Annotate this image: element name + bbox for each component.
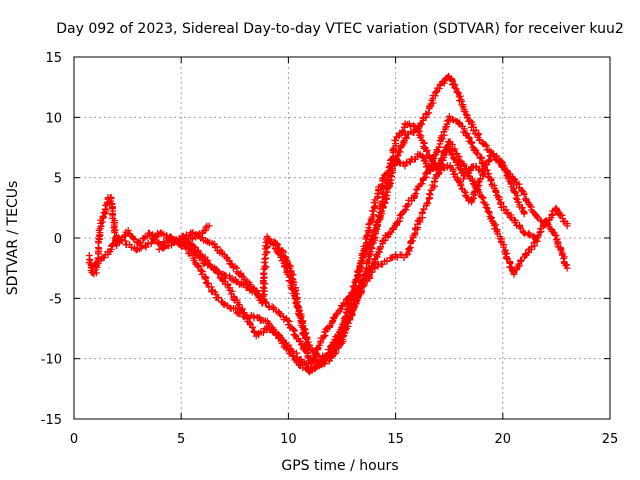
- axis-ticks: [73, 56, 611, 420]
- y-tick-label: -5: [49, 292, 62, 307]
- chart-title: Day 092 of 2023, Sidereal Day-to-day VTE…: [56, 21, 624, 37]
- x-tick-label: 10: [280, 432, 297, 447]
- data-layer: [85, 72, 571, 376]
- y-tick-label: 5: [54, 172, 62, 187]
- y-tick-labels: -15 -10 -5 0 5 10 15: [41, 51, 62, 428]
- x-tick-labels: 0 5 10 15 20 25: [70, 432, 618, 447]
- grid: [74, 57, 610, 419]
- x-tick-label: 20: [495, 432, 512, 447]
- x-axis-label: GPS time / hours: [281, 458, 398, 474]
- y-axis-label: SDTVAR / TECUs: [5, 181, 21, 296]
- data-point-markers: [155, 72, 571, 368]
- y-tick-label: 0: [54, 232, 62, 247]
- x-tick-label: 5: [177, 432, 185, 447]
- series-track-6: [263, 143, 485, 367]
- series-track-5: [178, 120, 528, 364]
- y-tick-label: -15: [41, 413, 62, 428]
- y-tick-label: 15: [45, 51, 62, 66]
- data-point-markers: [178, 120, 528, 364]
- data-point-markers: [263, 143, 485, 367]
- x-tick-label: 25: [602, 432, 619, 447]
- y-tick-label: 10: [45, 111, 62, 126]
- series-track-4: [155, 72, 571, 368]
- x-tick-label: 15: [387, 432, 404, 447]
- x-tick-label: 0: [70, 432, 78, 447]
- y-tick-label: -10: [41, 353, 62, 368]
